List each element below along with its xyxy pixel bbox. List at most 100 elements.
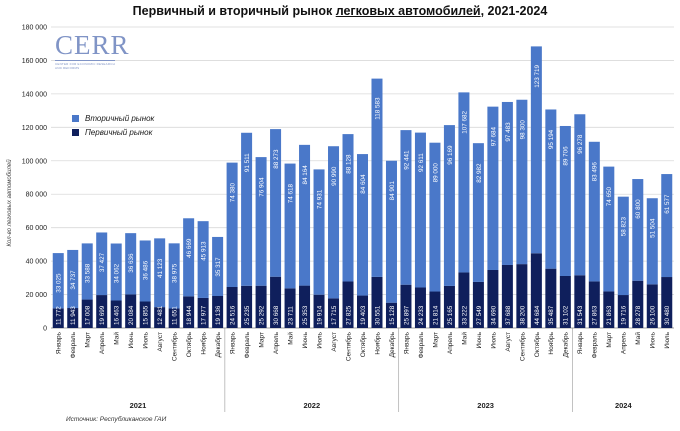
- data-label-secondary: 84 164: [302, 165, 309, 185]
- data-label-primary: 25 292: [258, 305, 265, 325]
- x-tick-label: Декабрь: [388, 331, 396, 357]
- bar-secondary: [487, 106, 499, 270]
- bar-primary: [516, 264, 528, 328]
- x-tick-label: Август: [157, 332, 164, 352]
- bar-primary: [212, 296, 224, 328]
- legend-swatch-primary: [72, 128, 79, 136]
- data-label-secondary: 90 990: [331, 166, 338, 186]
- bar-secondary: [299, 144, 311, 286]
- bar-primary: [385, 302, 397, 328]
- x-tick-label: Ноябрь: [373, 331, 381, 354]
- data-label-secondary: 74 650: [606, 186, 613, 206]
- cerr-logo: CERR CENTER FOR ECONOMIC RESEARCH AND RE…: [55, 32, 130, 70]
- data-label-secondary: 84 901: [389, 181, 396, 201]
- x-tick-label: Январь: [230, 331, 237, 354]
- data-label-primary: 18 944: [186, 305, 193, 325]
- x-tick-label: Июнь: [128, 331, 135, 348]
- bar-secondary: [516, 99, 528, 265]
- data-label-secondary: 92 611: [418, 153, 425, 172]
- bar-secondary: [646, 198, 658, 285]
- data-label-secondary: 34 737: [70, 270, 77, 290]
- y-axis-label: Кол-во легковых автомобилей: [7, 159, 13, 247]
- data-label-primary: 25 353: [302, 305, 309, 325]
- bar-secondary: [197, 221, 209, 298]
- data-label-secondary: 74 618: [287, 183, 294, 203]
- data-label-secondary: 107 682: [461, 111, 468, 134]
- x-tick-label: Апрель: [447, 331, 454, 354]
- x-tick-label: Сентябрь: [171, 331, 179, 361]
- x-tick-label: Август: [331, 332, 338, 352]
- data-label-secondary: 33 588: [85, 263, 92, 283]
- data-label-primary: 15 128: [389, 305, 396, 325]
- bar-primary: [400, 284, 412, 328]
- data-label-primary: 25 235: [244, 305, 251, 325]
- bar-secondary: [342, 134, 354, 282]
- bar-secondary: [429, 142, 441, 292]
- bar-primary: [52, 308, 64, 328]
- y-tick-label: 120 000: [22, 125, 47, 132]
- bar-secondary: [212, 236, 224, 297]
- year-label: 2021: [130, 401, 147, 410]
- x-tick-label: Июль: [316, 331, 323, 348]
- data-label-secondary: 89 706: [563, 146, 570, 166]
- data-label-primary: 44 684: [534, 305, 541, 325]
- bar-primary: [458, 272, 470, 328]
- chart-legend: Вторичный рынок Первичный рынок: [72, 111, 154, 139]
- bar-secondary: [183, 218, 195, 297]
- data-label-secondary: 41 123: [157, 258, 164, 278]
- logo-text: CERR: [55, 30, 130, 60]
- year-label: 2023: [477, 401, 494, 410]
- data-label-primary: 37 688: [505, 305, 512, 325]
- y-tick-label: 60 000: [26, 225, 48, 232]
- bar-primary: [284, 288, 296, 328]
- bar-primary: [168, 308, 180, 328]
- bar-primary: [67, 308, 79, 328]
- bar-primary: [472, 281, 484, 328]
- bar-primary: [574, 275, 586, 328]
- bar-primary: [96, 295, 108, 328]
- y-tick-label: 0: [43, 326, 47, 333]
- bar-primary: [328, 298, 340, 328]
- data-label-secondary: 92 441: [403, 150, 410, 170]
- data-label-primary: 38 200: [519, 305, 526, 325]
- bar-secondary: [226, 162, 238, 288]
- x-tick-label: Октябрь: [359, 331, 367, 357]
- x-tick-label: Январь: [577, 331, 584, 354]
- bar-secondary: [400, 130, 412, 285]
- bar-primary: [197, 297, 209, 328]
- bar-primary: [646, 284, 658, 328]
- data-label-primary: 19 699: [99, 305, 106, 325]
- bar-primary: [125, 294, 137, 328]
- bar-secondary: [530, 46, 542, 254]
- data-label-primary: 28 278: [635, 305, 642, 325]
- data-label-primary: 21 863: [606, 305, 613, 325]
- bar-secondary: [67, 249, 79, 309]
- x-tick-label: Декабрь: [562, 331, 570, 357]
- x-tick-label: Июль: [664, 331, 671, 348]
- bar-primary: [545, 268, 557, 328]
- bar-secondary: [255, 157, 267, 286]
- data-label-primary: 17 977: [201, 305, 208, 325]
- x-tick-label: Март: [258, 332, 265, 348]
- data-label-primary: 23 711: [287, 306, 294, 325]
- bar-secondary: [168, 243, 180, 309]
- x-tick-label: Октябрь: [185, 331, 193, 357]
- data-label-secondary: 118 583: [374, 97, 381, 120]
- bar-primary: [603, 291, 615, 328]
- bar-secondary: [574, 114, 586, 276]
- bar-secondary: [313, 169, 325, 295]
- bar-secondary: [661, 174, 673, 278]
- logo-subtitle: CENTER FOR ECONOMIC RESEARCH AND REFORMS: [55, 60, 115, 70]
- x-tick-label: Март: [85, 332, 92, 348]
- data-label-primary: 19 136: [215, 305, 222, 325]
- bar-secondary: [328, 146, 340, 299]
- data-label-primary: 20 084: [128, 305, 135, 325]
- bar-secondary: [81, 243, 93, 300]
- x-tick-label: Январь: [56, 331, 63, 354]
- data-label-primary: 19 716: [621, 305, 628, 325]
- bar-secondary: [617, 196, 629, 296]
- data-label-primary: 16 463: [114, 305, 121, 325]
- bar-primary: [270, 276, 282, 328]
- year-label: 2022: [303, 401, 320, 410]
- bar-primary: [371, 276, 383, 328]
